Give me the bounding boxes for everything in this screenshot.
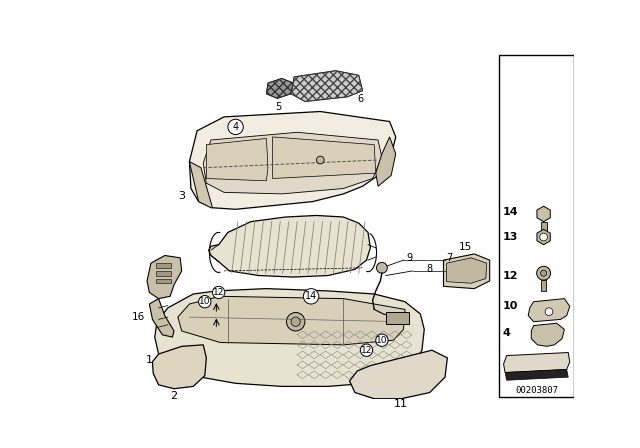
Text: 16: 16 [131,312,145,322]
Text: 12: 12 [361,346,372,355]
Polygon shape [204,132,382,194]
Bar [386,312,409,324]
Polygon shape [531,323,564,346]
Text: 4: 4 [232,122,239,132]
Bar [156,279,171,283]
Text: 6: 6 [357,94,364,104]
Text: 12: 12 [503,271,518,280]
Bar [156,263,171,268]
Polygon shape [155,289,424,386]
Circle shape [540,233,547,241]
Polygon shape [537,206,550,222]
Circle shape [212,286,225,299]
Polygon shape [537,229,550,245]
Text: 10: 10 [376,336,388,345]
Polygon shape [349,350,447,399]
Circle shape [287,313,305,331]
Text: 1: 1 [146,355,153,365]
Text: 10: 10 [503,302,518,311]
Polygon shape [376,137,396,186]
Text: 12: 12 [213,288,225,297]
Text: 5: 5 [276,102,282,112]
Polygon shape [178,296,405,345]
Polygon shape [147,255,182,299]
Text: 9: 9 [406,253,413,263]
Circle shape [541,270,547,276]
Circle shape [537,266,550,280]
Bar [541,280,546,291]
Circle shape [228,119,243,134]
Bar [541,222,547,237]
Circle shape [376,263,387,273]
Polygon shape [152,345,206,389]
Circle shape [198,296,211,308]
Polygon shape [189,162,212,208]
Text: 7: 7 [447,253,453,263]
Polygon shape [447,258,486,283]
Text: 3: 3 [178,191,185,201]
Circle shape [360,344,372,356]
Text: 8: 8 [427,263,433,274]
Circle shape [316,156,324,164]
Text: 14: 14 [305,291,317,302]
Circle shape [376,334,388,346]
Text: 4: 4 [503,327,511,337]
Text: 10: 10 [199,297,211,306]
Circle shape [303,289,319,304]
Polygon shape [528,299,570,322]
Polygon shape [189,112,396,209]
Polygon shape [149,299,174,337]
Polygon shape [291,71,363,102]
Polygon shape [504,353,570,373]
Polygon shape [209,215,371,277]
Bar [499,55,575,397]
Text: 2: 2 [170,391,177,401]
Text: 15: 15 [458,242,472,252]
Circle shape [545,308,553,315]
Polygon shape [505,370,568,380]
Circle shape [291,317,300,326]
Polygon shape [266,78,293,99]
Text: 13: 13 [503,232,518,242]
Text: 11: 11 [394,399,408,409]
Polygon shape [273,137,376,178]
Polygon shape [206,138,268,181]
Polygon shape [444,254,490,289]
Text: 14: 14 [503,207,518,217]
Text: 00203807: 00203807 [515,386,558,395]
Bar [156,271,171,276]
